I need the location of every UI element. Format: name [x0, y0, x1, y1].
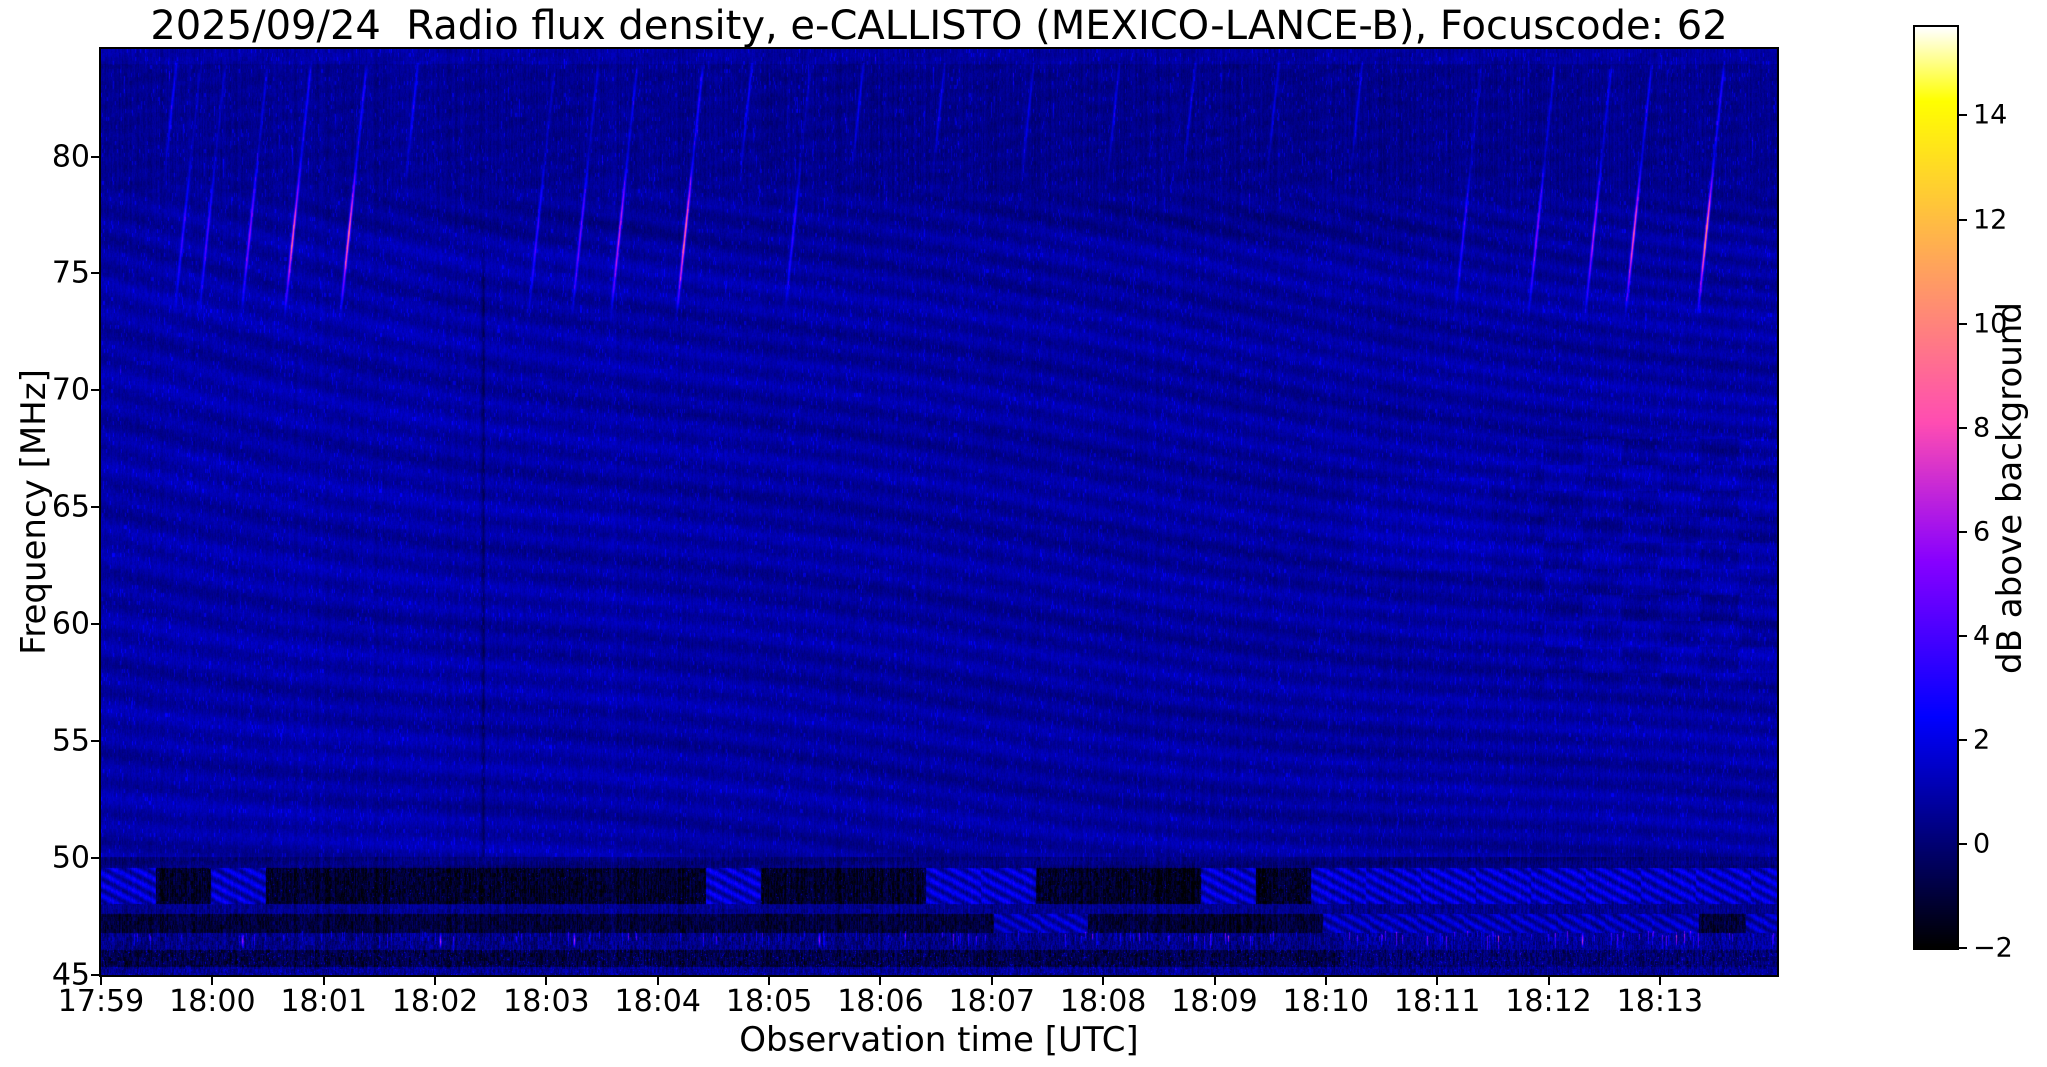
x-tick-label: 18:01 [280, 984, 367, 1019]
x-tick-label: 18:04 [614, 984, 701, 1019]
x-tick-label: 18:00 [169, 984, 256, 1019]
y-tick-mark [91, 974, 99, 976]
x-tick-mark [1658, 977, 1661, 985]
colorbar-tick-label: 14 [1973, 99, 2008, 131]
y-tick-label: 45 [51, 957, 90, 993]
y-tick-mark [91, 272, 99, 275]
y-tick-label: 60 [51, 606, 90, 642]
y-tick-mark [91, 155, 99, 158]
x-tick-label: 18:08 [1059, 984, 1147, 1019]
colorbar-tick-mark [1959, 738, 1967, 741]
x-tick-mark [434, 977, 437, 985]
y-tick-label: 50 [51, 840, 90, 876]
y-tick-label: 65 [51, 489, 90, 525]
chart-title: 2025/09/24 Radio flux density, e-CALLIST… [150, 3, 1728, 49]
y-tick-mark [91, 623, 99, 626]
x-tick-mark [879, 977, 882, 985]
colorbar-tick-label: 2 [1973, 724, 1991, 756]
y-tick-mark [91, 857, 99, 860]
x-tick-mark [1102, 977, 1105, 985]
x-tick-mark [322, 977, 325, 985]
x-tick-mark [656, 977, 659, 985]
x-tick-label: 18:10 [1282, 984, 1370, 1019]
plot-frame [99, 47, 1779, 977]
colorbar-tick-mark [1959, 426, 1967, 429]
x-tick-mark [768, 977, 771, 985]
y-tick-mark [91, 389, 99, 392]
colorbar-tick-label: 12 [1973, 204, 2008, 236]
x-tick-mark [545, 977, 548, 985]
colorbar-tick-mark [1959, 530, 1967, 533]
y-tick-mark [91, 506, 99, 509]
x-tick-mark [1324, 977, 1327, 985]
colorbar-tick-label: −2 [1973, 932, 2013, 964]
x-tick-label: 18:12 [1505, 984, 1592, 1019]
colorbar-frame [1913, 25, 1959, 950]
x-tick-mark [211, 977, 214, 985]
colorbar-tick-label: 6 [1973, 516, 1991, 548]
y-tick-label: 55 [51, 723, 90, 759]
y-tick-label: 75 [51, 255, 90, 291]
y-tick-label: 70 [51, 372, 90, 408]
x-tick-label: 17:59 [57, 984, 145, 1019]
x-tick-mark [1213, 977, 1216, 985]
x-tick-mark [1547, 977, 1550, 985]
colorbar-tick-mark [1959, 218, 1967, 221]
x-tick-label: 18:05 [725, 984, 813, 1019]
x-tick-mark [100, 977, 102, 985]
y-tick-label: 80 [51, 139, 90, 175]
colorbar-tick-label: 10 [1973, 308, 2008, 340]
colorbar-tick-mark [1959, 322, 1967, 325]
colorbar-tick-label: 0 [1973, 828, 1991, 860]
colorbar-tick-mark [1959, 114, 1967, 117]
x-tick-label: 18:07 [948, 984, 1036, 1019]
x-axis-label: Observation time [UTC] [739, 1020, 1139, 1060]
colorbar-tick-mark [1959, 842, 1967, 845]
x-tick-label: 18:13 [1616, 984, 1704, 1019]
spectrogram-canvas [101, 49, 1777, 975]
x-tick-label: 18:06 [837, 984, 924, 1019]
colorbar-canvas [1915, 27, 1957, 948]
x-tick-label: 18:09 [1171, 984, 1258, 1019]
colorbar-tick-mark [1959, 947, 1967, 949]
y-tick-mark [91, 740, 99, 743]
x-tick-label: 18:03 [503, 984, 590, 1019]
x-tick-label: 18:02 [391, 984, 479, 1019]
x-tick-label: 18:11 [1393, 984, 1481, 1019]
colorbar-tick-label: 4 [1973, 620, 1991, 652]
x-tick-mark [1436, 977, 1439, 985]
colorbar-tick-label: 8 [1973, 412, 1991, 444]
colorbar-label: dB above background [1990, 302, 2030, 674]
x-tick-mark [990, 977, 993, 985]
colorbar-tick-mark [1959, 634, 1967, 637]
